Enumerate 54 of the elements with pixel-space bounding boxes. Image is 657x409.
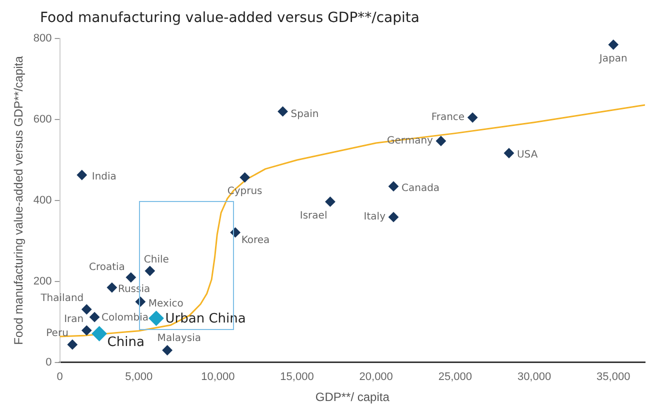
annotation: Peru bbox=[46, 328, 68, 340]
point bbox=[76, 170, 87, 180]
point bbox=[325, 196, 336, 207]
y-axis-title: Food manufacturing value-added versus GDP**/capita bbox=[12, 56, 26, 345]
point bbox=[608, 40, 618, 50]
annotation: Croatia bbox=[88, 262, 125, 273]
y-tick-label: 600 bbox=[33, 114, 52, 126]
y-tick-label: 0 bbox=[46, 356, 52, 368]
annotation: Malaysia bbox=[157, 332, 202, 344]
annotation: Mexico bbox=[148, 298, 184, 310]
point bbox=[388, 212, 398, 222]
annotation: Canada bbox=[402, 182, 440, 194]
x-tick-label: 15,000 bbox=[280, 371, 314, 384]
x-axis-title: GDP**/ capita bbox=[315, 390, 390, 404]
x-tick-label: 10,000 bbox=[201, 371, 235, 384]
x-tick-label: 30,000 bbox=[517, 371, 552, 384]
annotation: India bbox=[92, 172, 116, 183]
annotation: Thailand bbox=[40, 292, 84, 304]
point bbox=[468, 112, 478, 123]
annotation: Chile bbox=[144, 254, 169, 266]
annotation: Israel bbox=[300, 210, 328, 222]
chart-title: Food manufacturing value-added versus GDP**/capita bbox=[40, 10, 420, 26]
x-tick-label: 0 bbox=[56, 371, 63, 384]
point bbox=[436, 136, 446, 146]
annotation: USA bbox=[516, 150, 538, 161]
point bbox=[82, 304, 92, 314]
point bbox=[388, 181, 398, 192]
point bbox=[144, 266, 155, 276]
annotation: Spain bbox=[290, 109, 319, 120]
annotation: Japan bbox=[598, 53, 628, 64]
point bbox=[90, 312, 100, 322]
annotation: Italy bbox=[364, 212, 386, 223]
point bbox=[240, 172, 250, 182]
point bbox=[278, 106, 288, 116]
y-tick-label: 200 bbox=[33, 275, 52, 288]
point bbox=[67, 340, 78, 350]
annotation: Iran bbox=[64, 314, 84, 326]
x-tick-label: 5,000 bbox=[125, 371, 153, 384]
y-tick-label: 400 bbox=[33, 194, 52, 207]
annotation: France bbox=[431, 112, 465, 124]
point bbox=[126, 272, 136, 282]
annotation: China bbox=[107, 335, 144, 350]
annotation: Korea bbox=[241, 235, 270, 246]
point bbox=[148, 310, 164, 326]
x-tick-label: 35,000 bbox=[596, 371, 630, 384]
point bbox=[162, 345, 172, 356]
x-tick-label: 25,000 bbox=[438, 371, 472, 384]
y-tick-label: 800 bbox=[33, 32, 52, 45]
annotation: Germany bbox=[386, 136, 434, 147]
x-tick-label: 20,000 bbox=[359, 371, 393, 384]
point bbox=[92, 326, 107, 342]
point bbox=[82, 325, 92, 336]
point bbox=[504, 148, 514, 158]
point bbox=[106, 282, 117, 293]
